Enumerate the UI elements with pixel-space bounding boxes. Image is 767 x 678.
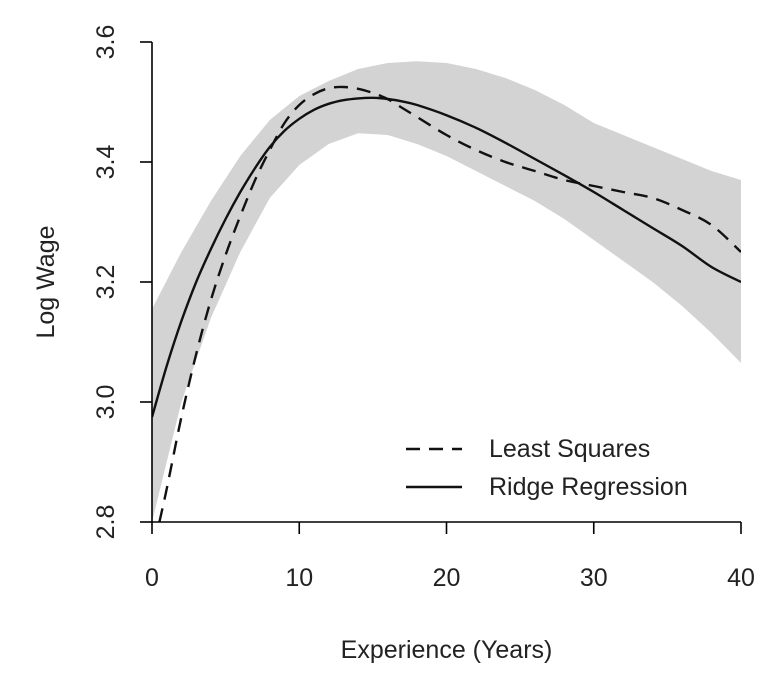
legend-label-ridge-regression: Ridge Regression	[489, 473, 688, 501]
series-line-ridge-regression	[152, 96, 741, 418]
y-tick-label: 3.6	[92, 25, 120, 60]
x-axis-title: Experience (Years)	[341, 636, 553, 664]
x-tick-label: 30	[580, 564, 608, 592]
x-tick-label: 40	[727, 564, 755, 592]
series-layer	[152, 85, 741, 522]
confidence-band-layer	[152, 61, 741, 522]
x-tick-label: 20	[433, 564, 461, 592]
x-tick-label: 0	[145, 564, 159, 592]
y-tick-label: 2.8	[92, 505, 120, 540]
confidence-band	[152, 61, 741, 522]
y-tick-label: 3.0	[92, 385, 120, 420]
ticks-layer: 0 10 20 30 40 2.8 3.0 3.2 3.4 3.6	[92, 25, 755, 592]
x-tick-label: 10	[285, 564, 313, 592]
y-tick-label: 3.4	[92, 145, 120, 180]
series-line-least-squares	[158, 85, 741, 522]
legend-label-least-squares: Least Squares	[489, 435, 650, 463]
legend: Least Squares Ridge Regression	[406, 435, 688, 501]
y-tick-label: 3.2	[92, 265, 120, 300]
y-axis-title: Log Wage	[32, 225, 60, 338]
